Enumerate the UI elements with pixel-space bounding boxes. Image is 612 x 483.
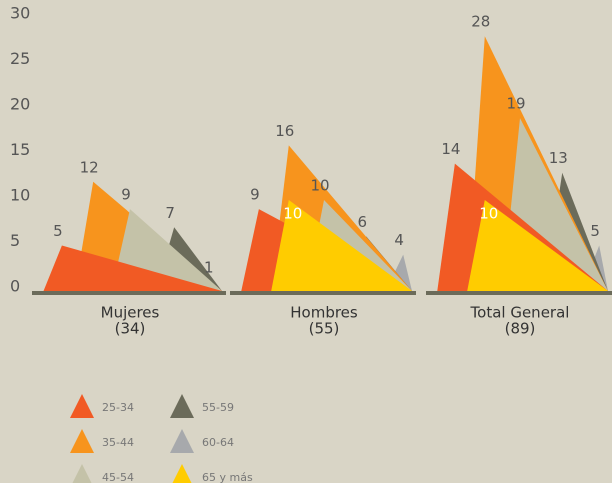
legend-swatch	[70, 429, 94, 453]
x-tick-label: Hombres	[290, 304, 358, 322]
legend-swatch	[170, 394, 194, 418]
legend-swatch	[172, 464, 192, 483]
data-label: 6	[357, 213, 367, 231]
legend-label: 45-54	[102, 471, 134, 483]
legend-label: 35-44	[102, 436, 134, 449]
legend-swatch	[170, 429, 194, 453]
x-tick-sublabel: (89)	[505, 320, 536, 338]
y-tick-label: 25	[10, 49, 30, 68]
data-label: 9	[121, 186, 131, 204]
y-tick-label: 20	[10, 95, 30, 114]
baseline	[426, 291, 612, 295]
data-label: 1	[204, 258, 214, 276]
y-tick-label: 30	[10, 4, 30, 23]
y-tick-label: 10	[10, 186, 30, 205]
data-label: 19	[506, 95, 525, 113]
data-label: 12	[80, 158, 99, 176]
x-tick-sublabel: (55)	[309, 320, 340, 338]
baseline	[230, 291, 416, 295]
data-label: 16	[275, 122, 294, 140]
legend-swatch	[72, 464, 92, 483]
data-label: 7	[165, 204, 175, 222]
x-tick-sublabel: (34)	[115, 320, 146, 338]
data-label: 28	[471, 13, 490, 31]
y-tick-label: 15	[10, 140, 30, 159]
legend-swatch	[70, 394, 94, 418]
data-label: 4	[394, 231, 404, 249]
data-label: 13	[549, 149, 568, 167]
data-label: 10	[310, 177, 329, 195]
legend-label: 60-64	[202, 436, 234, 449]
legend-label: 55-59	[202, 401, 234, 414]
legend-label: 65 y más	[202, 471, 253, 483]
data-label: 14	[441, 140, 460, 158]
triangle	[43, 245, 222, 291]
x-tick-label: Total General	[470, 304, 570, 322]
data-label: 10	[479, 205, 498, 223]
y-tick-label: 0	[10, 277, 20, 296]
legend-label: 25-34	[102, 401, 134, 414]
data-label: 5	[53, 222, 63, 240]
baseline	[32, 291, 226, 295]
y-tick-label: 5	[10, 231, 20, 250]
data-label: 9	[250, 186, 260, 204]
x-tick-label: Mujeres	[101, 304, 160, 322]
triangle	[271, 200, 412, 291]
data-label: 5	[590, 222, 600, 240]
triangle	[467, 200, 608, 291]
data-label: 10	[283, 205, 302, 223]
